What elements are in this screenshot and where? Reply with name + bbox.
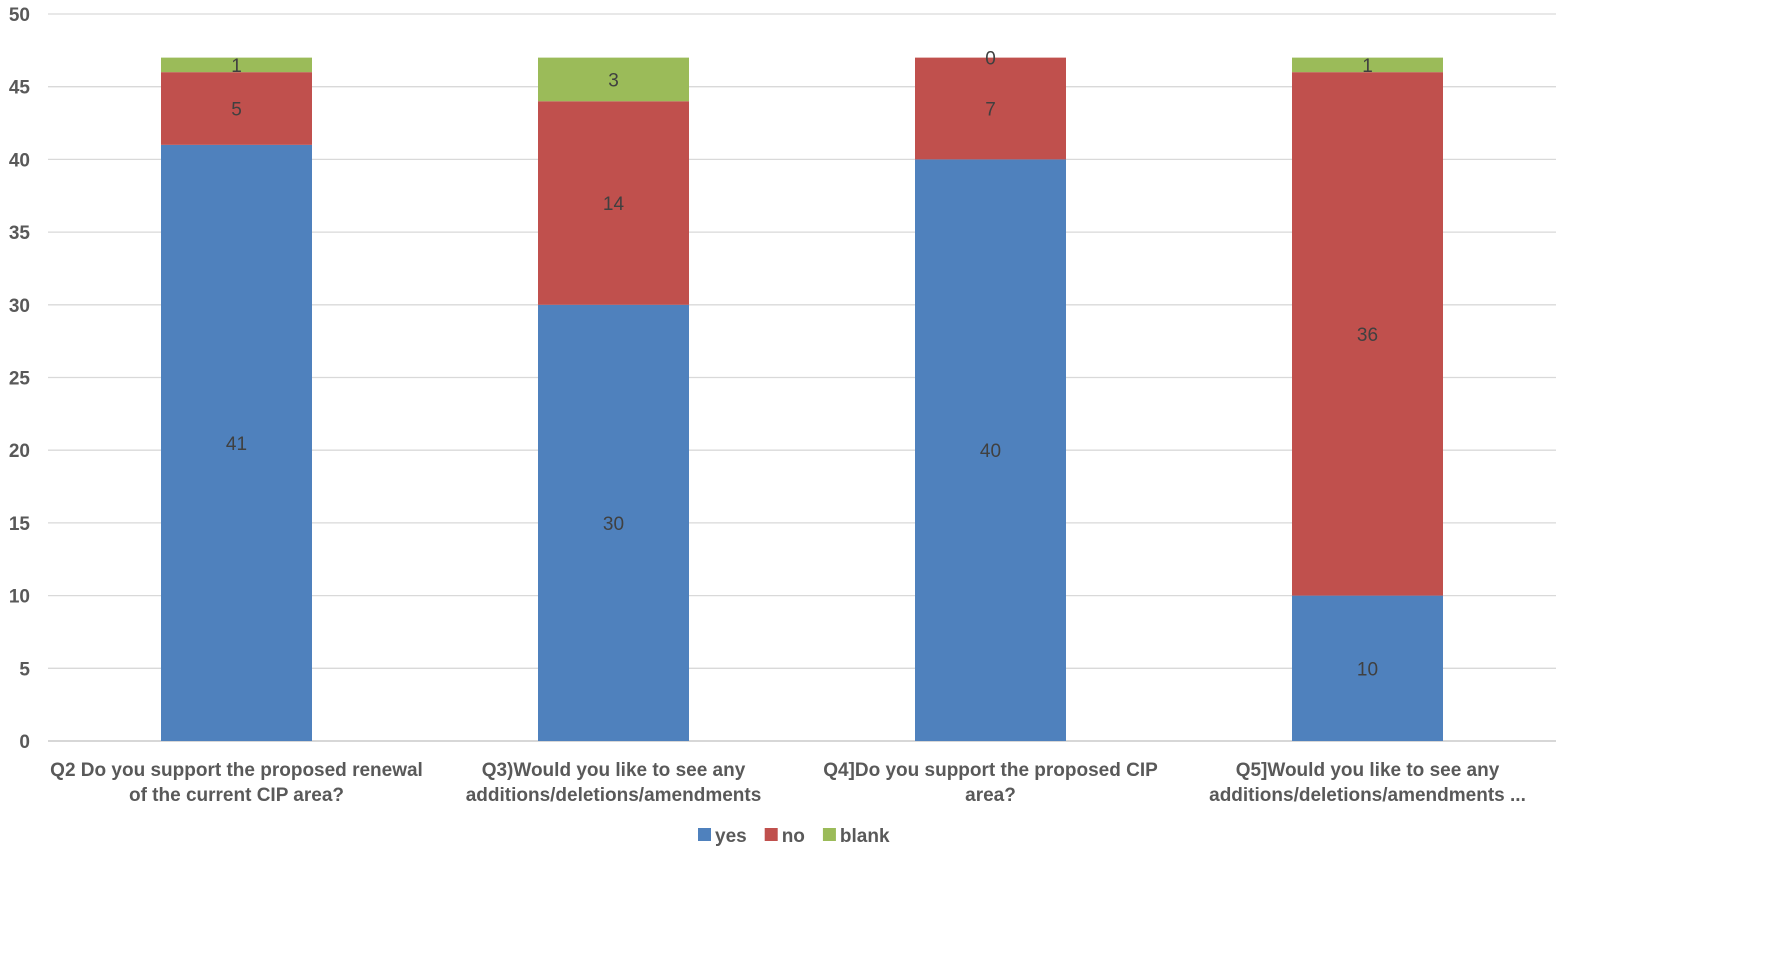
bar-segment-blank	[538, 57, 689, 102]
y-tick-label: 15	[9, 514, 31, 535]
y-tick-label: 50	[9, 5, 30, 26]
x-category-label: Q3)Would you like to see any	[482, 760, 746, 781]
data-label-no: 14	[603, 194, 625, 215]
y-tick-label: 20	[9, 441, 30, 462]
y-tick-label: 30	[9, 296, 30, 317]
legend-label-blank: blank	[840, 826, 890, 847]
legend-label-no: no	[782, 826, 805, 847]
y-tick-label: 25	[9, 369, 31, 390]
bar-segment-yes	[538, 304, 689, 741]
bar-segment-no	[161, 72, 312, 145]
y-tick-label: 35	[9, 223, 31, 244]
x-category-label: Q2 Do you support the proposed renewal	[50, 760, 423, 781]
bar-segment-yes	[915, 159, 1066, 741]
bar-segment-blank	[1292, 57, 1443, 73]
data-label-yes: 40	[980, 441, 1001, 462]
y-tick-label: 0	[19, 732, 30, 753]
bar-segment-yes	[1292, 595, 1443, 741]
legend: yes no blank	[698, 826, 890, 847]
x-axis: Q2 Do you support the proposed renewal of…	[50, 760, 1526, 806]
data-label-yes: 10	[1357, 659, 1378, 680]
bar-segment-no	[1292, 72, 1443, 596]
bar-segment-no	[915, 57, 1066, 160]
y-tick-label: 5	[19, 659, 30, 680]
data-label-blank: 1	[231, 56, 242, 77]
data-label-blank: 0	[985, 49, 996, 70]
legend-swatch-no	[764, 828, 778, 841]
x-category-label: of the current CIP area?	[129, 785, 344, 806]
x-category-label: Q4]Do you support the proposed CIP	[823, 760, 1158, 781]
x-category-label: additions/deletions/amendments	[466, 785, 762, 806]
x-category-label: additions/deletions/amendments ...	[1209, 785, 1526, 806]
data-label-blank: 3	[608, 70, 619, 91]
legend-swatch-yes	[698, 828, 711, 841]
bars	[161, 57, 1443, 742]
data-label-no: 7	[985, 100, 996, 121]
legend-label-yes: yes	[715, 826, 747, 847]
data-label-no: 36	[1357, 325, 1378, 346]
x-category-label: area?	[965, 785, 1016, 806]
y-axis: 0 5 10 15 20 25 30 35 40 45 50	[9, 5, 31, 753]
y-tick-label: 45	[9, 78, 31, 99]
bar-segment-yes	[161, 144, 312, 742]
x-category-label: Q5]Would you like to see any	[1236, 760, 1500, 781]
data-label-yes: 41	[226, 434, 247, 455]
data-label-no: 5	[231, 100, 242, 121]
data-label-yes: 30	[603, 514, 624, 535]
data-label-blank: 1	[1362, 56, 1373, 77]
y-tick-label: 40	[9, 150, 30, 171]
data-labels: 41 5 1 30 14 3 40 7 0 10 36 1	[226, 49, 1378, 681]
bar-segment-no	[538, 101, 689, 305]
y-tick-label: 10	[9, 587, 30, 608]
legend-swatch-blank	[822, 828, 836, 841]
bar-segment-blank	[161, 57, 312, 73]
